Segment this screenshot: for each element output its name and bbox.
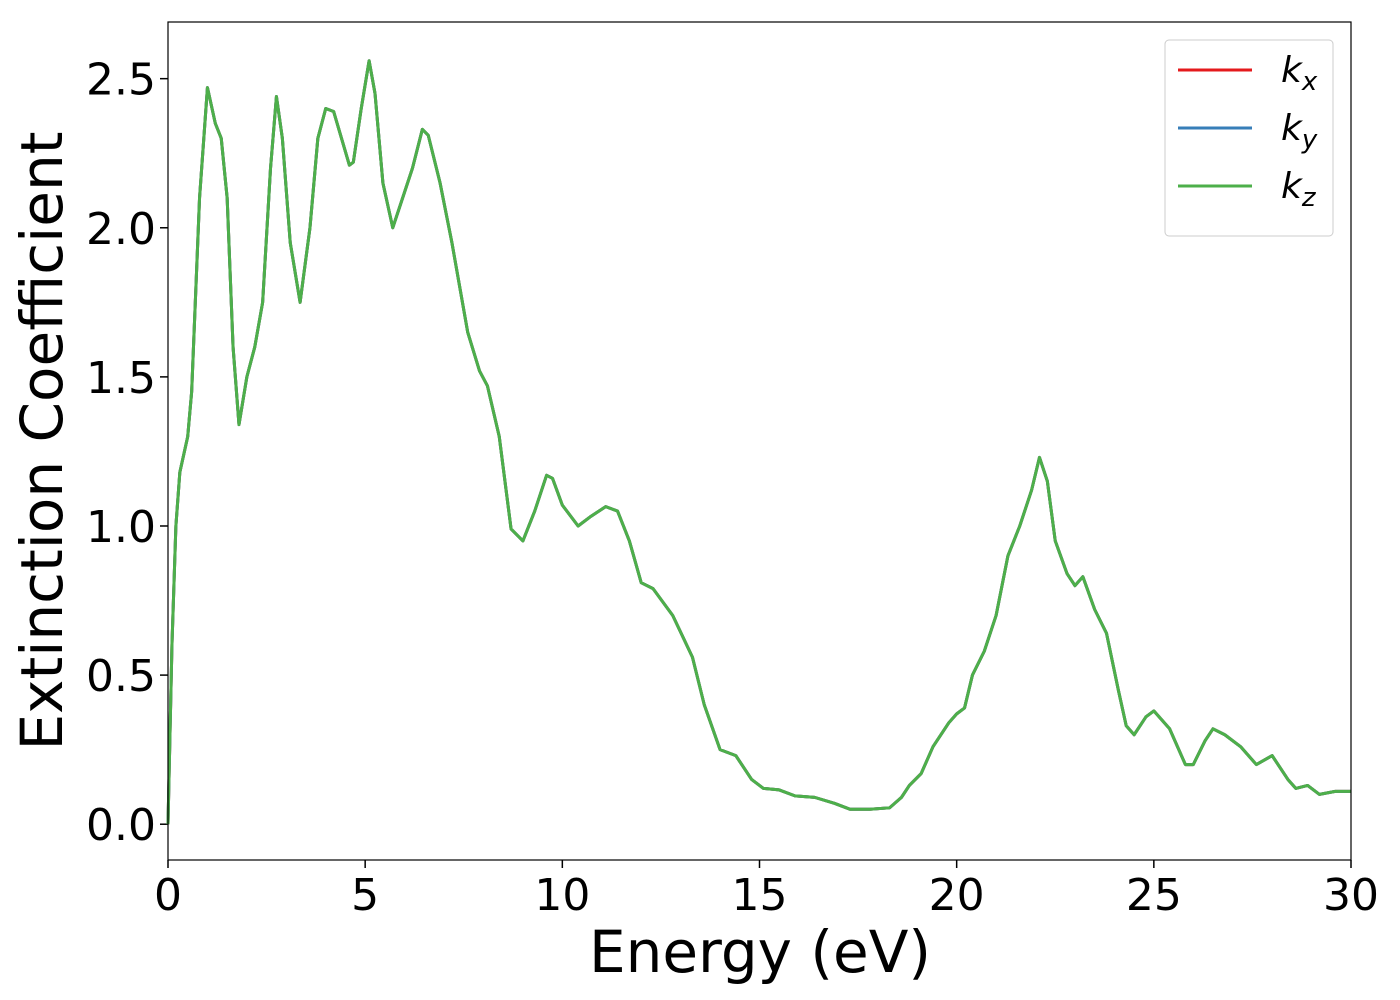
x-tick-label: 5 [351, 870, 379, 921]
x-axis-label: Energy (eV) [589, 918, 931, 986]
y-axis-label: Extinction Coefficient [8, 132, 76, 751]
legend-label: kz [1281, 166, 1317, 213]
plot-frame [167, 21, 1352, 861]
x-tick-label: 30 [1323, 870, 1379, 921]
x-tick-label: 20 [929, 870, 985, 921]
x-tick-label: 10 [534, 870, 590, 921]
y-tick-label: 0.5 [86, 651, 156, 702]
y-tick-label: 0.0 [86, 800, 156, 851]
legend-label: kx [1281, 50, 1318, 97]
x-tick-label: 15 [732, 870, 788, 921]
x-tick-label: 0 [154, 870, 182, 921]
y-tick-label: 1.5 [86, 353, 156, 404]
legend-label: ky [1281, 108, 1318, 155]
y-tick-label: 2.5 [86, 55, 156, 106]
y-tick-label: 2.0 [86, 204, 156, 255]
x-tick-label: 25 [1126, 870, 1182, 921]
y-tick-label: 1.0 [86, 502, 156, 553]
data-line [166, 59, 1351, 825]
